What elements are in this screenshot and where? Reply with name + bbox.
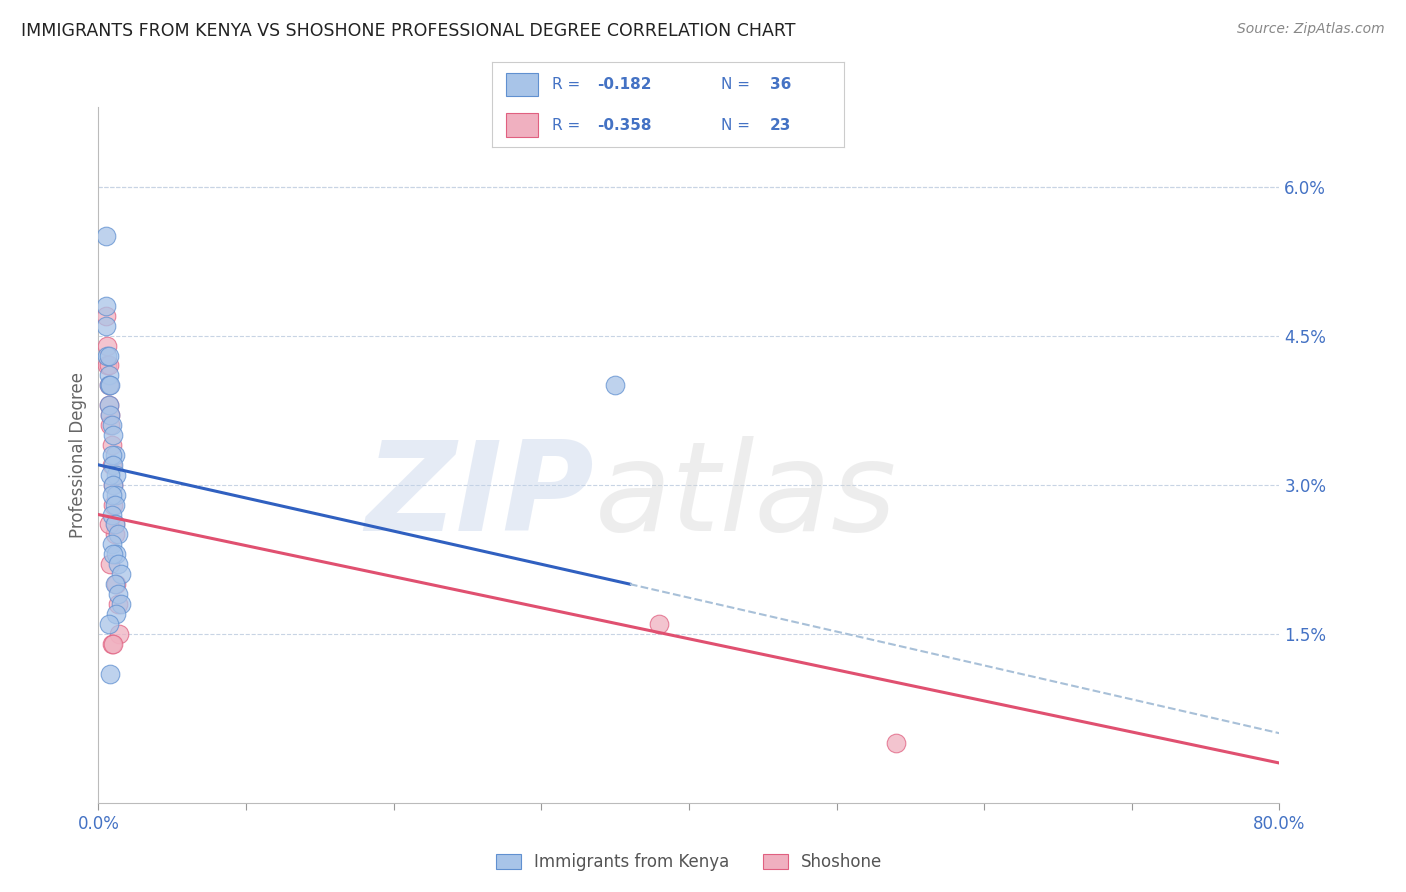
Point: [100, 637, 122, 651]
Point: [97, 368, 120, 383]
Point: [105, 547, 128, 561]
Point: [97, 398, 120, 412]
Text: -0.182: -0.182: [598, 77, 652, 92]
Point: [107, 587, 129, 601]
Text: 36: 36: [770, 77, 792, 92]
Legend: Immigrants from Kenya, Shoshone: Immigrants from Kenya, Shoshone: [489, 847, 889, 878]
Point: [98, 408, 121, 422]
Point: [98, 408, 121, 422]
Point: [97, 616, 120, 631]
Text: IMMIGRANTS FROM KENYA VS SHOSHONE PROFESSIONAL DEGREE CORRELATION CHART: IMMIGRANTS FROM KENYA VS SHOSHONE PROFES…: [21, 22, 796, 40]
Point: [97, 359, 120, 373]
Point: [96, 349, 118, 363]
Point: [97, 378, 120, 392]
Point: [100, 458, 122, 472]
Point: [105, 577, 128, 591]
Point: [648, 616, 671, 631]
Text: -0.358: -0.358: [598, 118, 652, 133]
Point: [94, 318, 117, 333]
Point: [98, 418, 121, 433]
Text: R =: R =: [551, 118, 585, 133]
Text: Source: ZipAtlas.com: Source: ZipAtlas.com: [1237, 22, 1385, 37]
Point: [100, 448, 122, 462]
Point: [104, 498, 127, 512]
Point: [110, 597, 132, 611]
Point: [94, 299, 117, 313]
Text: N =: N =: [721, 118, 755, 133]
Point: [105, 488, 128, 502]
Point: [103, 547, 125, 561]
Point: [94, 309, 117, 323]
Point: [100, 508, 122, 522]
Point: [98, 378, 121, 392]
Point: [98, 666, 121, 681]
Point: [100, 488, 122, 502]
Point: [94, 229, 117, 244]
Point: [96, 338, 118, 352]
Point: [104, 517, 127, 532]
Point: [105, 467, 128, 482]
Point: [884, 736, 907, 750]
Text: N =: N =: [721, 77, 755, 92]
Point: [107, 527, 129, 541]
Point: [103, 477, 125, 491]
Point: [107, 597, 129, 611]
Text: ZIP: ZIP: [366, 436, 595, 558]
Point: [105, 607, 128, 621]
Point: [100, 438, 122, 452]
FancyBboxPatch shape: [506, 113, 537, 137]
Point: [104, 448, 127, 462]
Point: [97, 398, 120, 412]
Point: [98, 467, 121, 482]
Point: [103, 498, 125, 512]
Text: atlas: atlas: [595, 436, 897, 558]
Point: [97, 349, 120, 363]
Point: [110, 567, 132, 582]
Point: [103, 458, 125, 472]
Point: [104, 527, 127, 541]
Point: [107, 558, 129, 572]
Point: [97, 517, 120, 532]
Point: [100, 418, 122, 433]
Text: 23: 23: [770, 118, 792, 133]
Point: [104, 577, 127, 591]
Point: [96, 359, 118, 373]
Point: [103, 477, 125, 491]
FancyBboxPatch shape: [506, 72, 537, 96]
Point: [97, 378, 120, 392]
Text: R =: R =: [551, 77, 585, 92]
Point: [100, 537, 122, 551]
Point: [605, 378, 627, 392]
Point: [103, 428, 125, 442]
Point: [103, 637, 125, 651]
Point: [104, 517, 127, 532]
Point: [98, 558, 121, 572]
Point: [108, 627, 131, 641]
Y-axis label: Professional Degree: Professional Degree: [69, 372, 87, 538]
